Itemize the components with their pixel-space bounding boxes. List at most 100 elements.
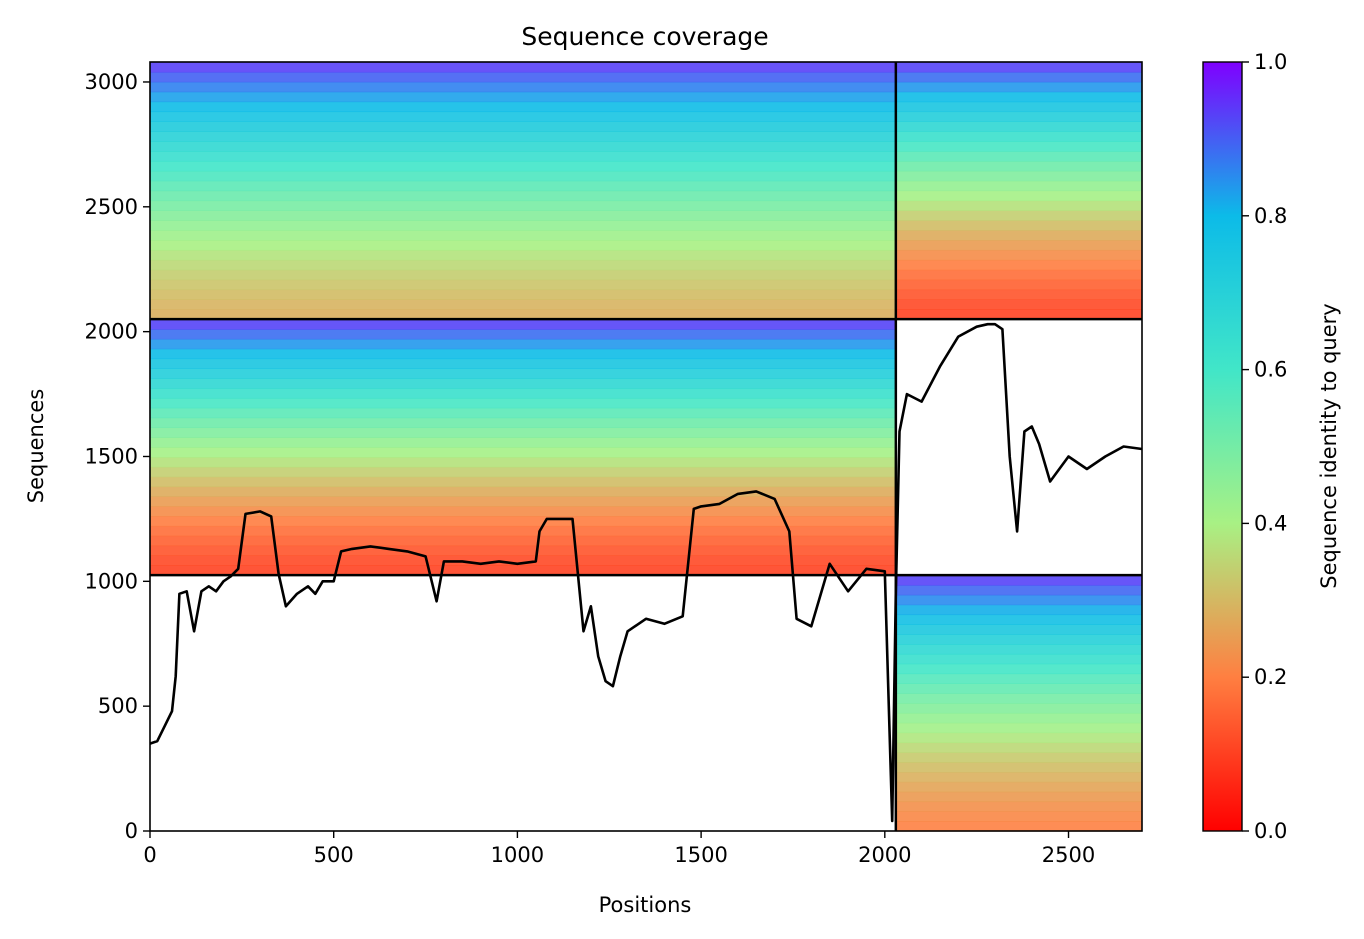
msa-strip [150,486,896,497]
msa-strip [150,240,896,251]
msa-strip [895,781,1142,793]
msa-strip [150,121,896,132]
msa-strip [895,712,1142,724]
msa-strip [895,584,1142,596]
msa-strip [150,397,896,409]
msa-strip [150,545,896,556]
x-axis-label: Positions [599,893,692,917]
axes: 0 500 1000 1500 2000 2500 0 500 1000 1500 2000 2500… [85,61,1143,867]
msa-block-2 [895,62,1142,320]
msa-strip [150,319,896,330]
colorbar-tick-label: 0.2 [1254,665,1287,689]
msa-strip [895,752,1142,763]
x-tick-label: 2500 [1042,843,1095,867]
msa-strip [150,220,896,231]
msa-strip [150,496,896,507]
msa-strip [895,604,1142,616]
msa-strip [150,190,896,202]
msa-strip [150,437,896,448]
msa-strip [150,131,896,142]
colorbar-tick-label: 0.0 [1254,819,1287,843]
y-tick-label: 500 [98,694,138,718]
colorbar-tick-label: 1.0 [1254,50,1287,74]
msa-strip [895,111,1142,122]
msa-strip [895,643,1142,655]
msa-strip [150,91,896,103]
msa-strip [150,180,896,192]
msa-strip [150,111,896,122]
msa-strip [150,358,896,369]
msa-strip [895,249,1142,261]
y-axis-label: Sequences [24,389,48,504]
msa-strip [150,476,896,488]
msa-strip [895,81,1142,93]
msa-strip [150,200,896,211]
msa-strip [895,722,1142,734]
msa-strip [895,811,1142,822]
msa-strip [150,230,896,241]
msa-strip [895,624,1142,635]
msa-strip [895,160,1142,172]
x-tick-label: 1000 [491,843,544,867]
msa-strip [895,220,1142,231]
msa-strip [150,299,896,310]
coverage-line [149,322,1143,823]
msa-strip [150,535,896,547]
y-tick-label: 2000 [85,320,138,344]
msa-strip [895,762,1142,773]
msa-strip [150,378,896,389]
msa-strip [150,427,896,438]
msa-block-1 [150,62,896,320]
msa-strip [895,703,1142,714]
msa-strip [150,329,896,340]
msa-strip [150,71,896,83]
y-tick-label: 0 [125,819,138,843]
msa-strip [150,289,896,300]
msa-strip [150,565,896,576]
msa-strip [895,210,1142,221]
msa-strip [895,614,1142,625]
msa-strip [895,71,1142,83]
msa-block-4 [895,575,1142,832]
msa-strip [895,821,1142,832]
msa-strip [895,742,1142,753]
msa-block-3 [150,319,896,576]
msa-strip [895,289,1142,300]
msa-strip [150,62,896,73]
msa-strip [150,210,896,221]
msa-strip [895,279,1142,291]
msa-strip [150,309,896,320]
msa-strip [895,101,1142,113]
x-tick-label: 2000 [858,843,911,867]
msa-strip [150,456,896,468]
x-tick-label: 0 [143,843,156,867]
msa-strip [150,447,896,458]
colorbar: 0.0 0.2 0.4 0.6 0.8 1.0 [1202,50,1287,843]
msa-strip [895,594,1142,606]
msa-strip [895,634,1142,645]
plot-frame [149,61,1143,832]
x-tick-label: 500 [314,843,354,867]
msa-strip [150,525,896,537]
msa-strip [895,170,1142,182]
msa-strip [895,693,1142,704]
y-tick-label: 2500 [85,195,138,219]
msa-strip [895,259,1142,271]
msa-strip [150,101,896,113]
msa-strip [150,368,896,379]
msa-strip [150,555,896,566]
msa-strip [150,151,896,162]
msa-strip [150,160,896,172]
x-tick-label: 1500 [674,843,727,867]
msa-strip [150,466,896,478]
msa-strip [895,190,1142,202]
msa-strip [895,240,1142,251]
msa-strip [895,62,1142,73]
msa-strip [895,673,1142,684]
msa-strip [150,249,896,261]
chart-title: Sequence coverage [521,22,768,51]
msa-strip [895,791,1142,803]
msa-strip [150,407,896,419]
msa-strip [150,170,896,182]
colorbar-tick-label: 0.8 [1254,204,1287,228]
